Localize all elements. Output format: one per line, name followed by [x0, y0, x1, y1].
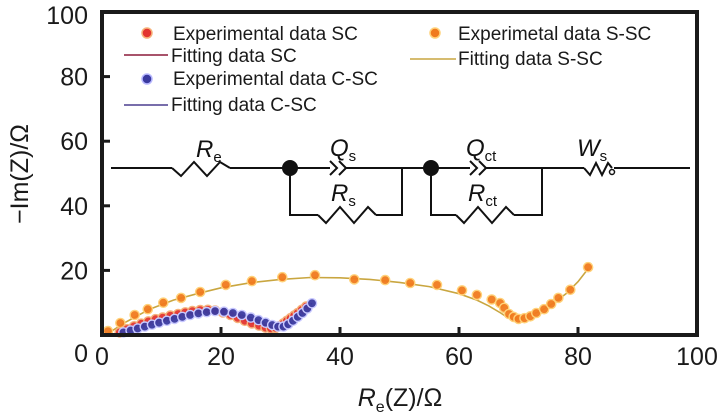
- y-tick-label: 40: [60, 193, 88, 221]
- experimental-data-c-sc-point: [236, 309, 248, 321]
- legend-item-exp-sc: Experimental data SC: [141, 24, 358, 45]
- branch-rct-wire: [430, 168, 456, 216]
- experimental-data-s-sc-point: [246, 275, 258, 287]
- x-tick-label: 100: [676, 343, 718, 371]
- cpe-qs-icon-a: [329, 160, 339, 176]
- legend: Experimental data SC Fitting data SC Exp…: [124, 24, 651, 116]
- experimental-data-s-sc-point: [553, 292, 564, 304]
- legend-item-fit-csc: Fitting data C-SC: [124, 95, 317, 116]
- experimental-data-s-sc-point: [142, 303, 154, 315]
- y-tick-label: 0: [74, 340, 88, 368]
- x-tick-label: 40: [326, 343, 354, 371]
- x-tick-label: 0: [95, 343, 109, 371]
- x-tick-label: 60: [445, 343, 473, 371]
- y-tick-label: 80: [60, 64, 88, 92]
- legend-label-exp-csc: Experimental data C-SC: [173, 69, 378, 90]
- experimental-data-s-sc-point: [276, 271, 288, 283]
- label-rs: Rs: [331, 180, 356, 210]
- experimental-data-s-sc-point: [431, 279, 443, 291]
- experimental-data-s-sc-point: [220, 279, 232, 291]
- x-axis-title-main: R: [358, 384, 376, 412]
- x-axis-title-rest: (Z)/Ω: [385, 384, 443, 412]
- legend-item-fit-ssc: Fitting data S-SC: [410, 49, 603, 70]
- legend-label-exp-ssc: Experimetal data S-SC: [458, 24, 651, 45]
- x-tick-label: 20: [207, 343, 235, 371]
- label-re: Re: [196, 136, 222, 166]
- experimental-data-s-sc-point: [471, 289, 483, 301]
- warburg-ws-icon: [583, 160, 613, 178]
- x-axis: 0 20 40 60 80 100: [95, 327, 718, 371]
- y-tick-label: 100: [46, 2, 88, 30]
- experimental-data-s-sc-point: [129, 309, 140, 321]
- y-axis: 0 20 40 60 80 100: [46, 2, 110, 368]
- experimental-data-s-sc-point: [348, 274, 360, 285]
- legend-marker-exp-csc: [141, 73, 153, 85]
- legend-item-fit-sc: Fitting data SC: [124, 46, 297, 67]
- legend-label-fit-sc: Fitting data SC: [171, 46, 297, 67]
- experimental-data-s-sc-point: [545, 298, 557, 310]
- legend-label-exp-sc: Experimental data SC: [173, 24, 358, 45]
- resistor-rct-icon: [455, 205, 515, 225]
- resistor-rs-icon: [317, 205, 377, 225]
- experimental-data-c-sc-point: [184, 309, 196, 321]
- experimental-data-s-sc-point: [456, 285, 468, 296]
- experimental-data-c-sc-point: [306, 297, 318, 309]
- experimental-data-c-sc-point: [209, 305, 221, 317]
- equivalent-circuit: [111, 160, 690, 225]
- label-rct: Rct: [468, 180, 498, 210]
- legend-item-exp-ssc: Experimetal data S-SC: [429, 24, 651, 45]
- x-axis-title: Re(Z)/Ω: [358, 384, 443, 416]
- label-qs: Qs: [330, 135, 356, 165]
- y-tick-label: 60: [60, 128, 88, 156]
- x-axis-title-sub: e: [376, 399, 385, 416]
- y-tick-label: 20: [60, 257, 88, 285]
- data-points-layer: [102, 261, 594, 338]
- experimental-data-c-sc-point: [227, 307, 239, 319]
- x-tick-label: 80: [564, 343, 592, 371]
- experimental-data-s-sc-point: [309, 269, 321, 281]
- experimental-data-s-sc-point: [565, 284, 576, 296]
- experimental-data-s-sc-points: [102, 261, 594, 337]
- experimental-data-s-sc-point: [194, 286, 206, 298]
- experimental-data-s-sc-point: [538, 303, 550, 315]
- y-axis-title: −Im(Z)/Ω: [6, 124, 34, 224]
- label-qct: Qct: [466, 135, 497, 165]
- experimental-data-s-sc-point: [157, 297, 169, 309]
- branch-rct-wire-right: [514, 168, 543, 216]
- plot-frame: [100, 10, 699, 337]
- legend-label-fit-ssc: Fitting data S-SC: [458, 49, 603, 70]
- cpe-qs-icon-b: [338, 160, 348, 176]
- experimental-data-s-sc-point: [404, 277, 416, 289]
- experimental-data-s-sc-point: [175, 292, 187, 304]
- experimental-data-c-sc-point: [218, 306, 230, 318]
- circuit-labels: Re Qs Rs Qct Rct Ws: [196, 135, 607, 210]
- branch-rs-wire-right: [376, 168, 403, 216]
- legend-label-fit-csc: Fitting data C-SC: [171, 95, 317, 116]
- legend-marker-exp-ssc: [429, 27, 441, 39]
- legend-item-exp-csc: Experimental data C-SC: [141, 69, 378, 90]
- label-ws: Ws: [577, 135, 607, 165]
- warburg-ws-terminal: [608, 168, 616, 176]
- branch-rs-wire: [289, 168, 318, 216]
- experimental-data-s-sc-point: [379, 274, 391, 286]
- cpe-qct-icon-a: [469, 160, 479, 176]
- legend-marker-exp-sc: [141, 27, 153, 39]
- resistor-re-icon: [171, 160, 231, 178]
- experimental-data-s-sc-point: [582, 261, 594, 273]
